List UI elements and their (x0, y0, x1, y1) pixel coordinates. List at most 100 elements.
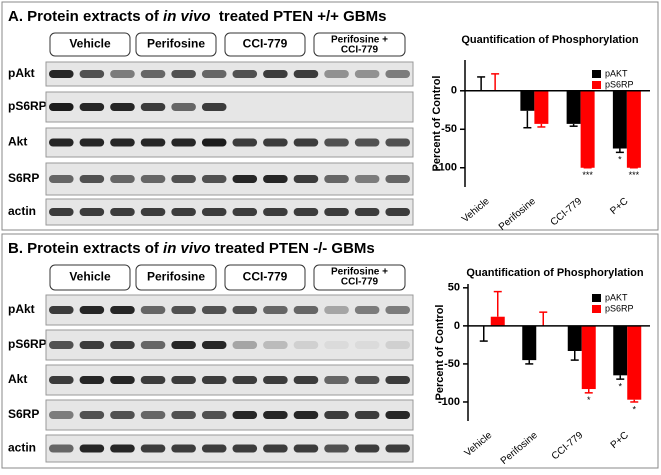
lane-group-label: Perifosine (147, 270, 205, 284)
y-tick-label: -50 (444, 358, 460, 370)
chart-title: Quantification of Phosphorylation (461, 34, 639, 46)
blot-band (263, 306, 288, 314)
legend-swatch (592, 305, 601, 313)
blot-band (79, 208, 105, 216)
title-part: B. Protein extracts of (8, 240, 163, 257)
panel-frame (1, 233, 659, 469)
blot-band (324, 306, 349, 314)
blot-band (201, 103, 227, 111)
lane-group-label: CCI-779 (243, 37, 288, 51)
legend-label: pAKT (605, 68, 628, 78)
lane-group-box (313, 264, 406, 291)
blot-band (49, 70, 74, 78)
x-tick-label: CCI-779 (549, 196, 585, 229)
blot-band (201, 444, 227, 453)
bar (522, 325, 537, 361)
bar (626, 90, 641, 168)
lane-group-box (135, 264, 217, 291)
blot-band (140, 103, 166, 111)
blot-band (171, 138, 196, 147)
lane-group-box (49, 32, 131, 57)
blot-strip (45, 434, 414, 463)
blot-band (140, 341, 166, 349)
title-part: in vivo (163, 8, 211, 25)
blot-band (49, 376, 74, 384)
y-tick-label: 0 (451, 85, 457, 97)
significance-label: * (587, 395, 591, 405)
row-label: S6RP (8, 171, 39, 185)
bar (520, 90, 535, 111)
blot-band (110, 103, 135, 111)
y-tick-label: -50 (441, 123, 457, 135)
row-label: pAkt (8, 302, 35, 316)
title-part: treated PTEN -/- GBMs (211, 240, 375, 257)
row-label: pS6RP (8, 99, 47, 113)
blot-band (49, 138, 74, 147)
blot-band (79, 341, 105, 349)
blot-band (171, 208, 196, 216)
bar (581, 325, 596, 390)
blot-band (110, 175, 135, 183)
blot-band (110, 306, 135, 314)
legend-swatch (592, 81, 601, 89)
blot-band (354, 411, 380, 419)
blot-band (140, 70, 166, 78)
blot-band (79, 103, 105, 111)
blot-strip (45, 91, 414, 123)
blot-band (49, 208, 74, 216)
blot-band (140, 306, 166, 314)
blot-band (140, 208, 166, 216)
bar (534, 90, 549, 124)
blot-band (201, 341, 227, 349)
blot-strip (45, 364, 414, 396)
x-tick-label: P+C (608, 196, 630, 217)
lane-group-box (313, 32, 406, 57)
bar (612, 90, 627, 149)
x-tick-label: CCI-779 (550, 430, 586, 463)
lane-group-box (224, 32, 306, 57)
y-tick-label: -100 (438, 396, 460, 408)
blot-band (293, 411, 319, 419)
title-part: in vivo (163, 240, 211, 257)
blot-band (293, 208, 319, 216)
blot-band (354, 444, 380, 453)
blot-band (171, 103, 196, 111)
row-label: actin (8, 204, 36, 218)
blot-band (385, 306, 410, 314)
blot-band (263, 70, 288, 78)
blot-band (49, 411, 74, 419)
y-tick-label: 50 (448, 282, 460, 294)
blot-band (385, 175, 410, 183)
row-label: actin (8, 441, 36, 455)
blot-band (263, 341, 288, 349)
blot-band (263, 444, 288, 453)
row-label: pS6RP (8, 337, 47, 351)
blot-band (171, 70, 196, 78)
bar (627, 325, 642, 400)
blot-band (79, 175, 105, 183)
blot-band (110, 70, 135, 78)
blot-band (354, 175, 380, 183)
blot-strip (45, 294, 414, 326)
blot-band (263, 208, 288, 216)
blot-band (49, 444, 74, 453)
row-label: Akt (8, 135, 27, 149)
blot-band (140, 444, 166, 453)
blot-band (293, 175, 319, 183)
blot-band (201, 175, 227, 183)
lane-group-label: CCI-779 (341, 277, 379, 288)
blot-band (354, 306, 380, 314)
blot-band (110, 341, 135, 349)
row-label: pAkt (8, 66, 35, 80)
blot-band (49, 306, 74, 314)
title-part: treated PTEN +/+ GBMs (211, 8, 387, 25)
blot-band (293, 376, 319, 384)
blot-band (140, 411, 166, 419)
blot-band (110, 138, 135, 147)
blot-band (324, 376, 349, 384)
x-tick-label: Vehicle (460, 196, 492, 225)
blot-band (385, 341, 410, 349)
bar (566, 90, 581, 124)
blot-band (232, 444, 258, 453)
